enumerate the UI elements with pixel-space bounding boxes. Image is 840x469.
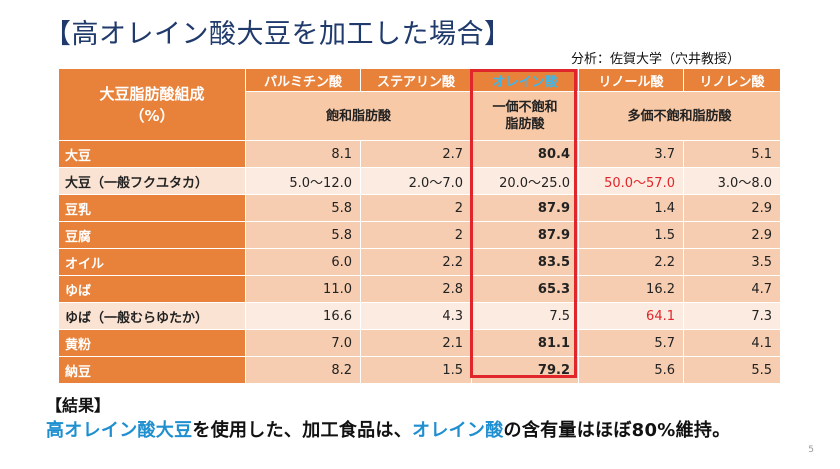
table-cell: 2	[360, 194, 472, 222]
row-label: 大豆	[58, 140, 246, 168]
table-cell: 2	[360, 221, 472, 249]
table-cell: 3.7	[578, 140, 684, 168]
table-row: 豆乳 5.8 2 87.9 1.4 2.9	[58, 194, 781, 222]
table-cell: 65.3	[471, 275, 579, 303]
table-cell: 8.2	[245, 356, 361, 384]
table-cell: 16.2	[578, 275, 684, 303]
category-mono-line1: 一価不飽和	[492, 100, 558, 115]
row-label: ゆば	[58, 275, 246, 303]
table-cell: 64.1	[578, 302, 684, 330]
row-label: ゆば（一般むらゆたか）	[58, 302, 246, 330]
table-row: 黄粉 7.0 2.1 81.1 5.7 4.1	[58, 329, 781, 357]
category-mono-line2: 脂肪酸	[505, 117, 545, 132]
table-cell: 5.7	[578, 329, 684, 357]
table-cell: 83.5	[471, 248, 579, 276]
table-cell: 3.0〜8.0	[683, 167, 781, 195]
slide-title: 【高オレイン酸大豆を加工した場合】	[44, 19, 512, 50]
result-text: 高オレイン酸大豆を使用した、加工食品は、オレイン酸の含有量はほぼ80%維持。	[46, 416, 731, 442]
table-cell: 2.9	[683, 221, 781, 249]
table-row: 納豆 8.2 1.5 79.2 5.6 5.5	[58, 356, 781, 384]
table-corner-label: 大豆脂肪酸組成 （%）	[58, 68, 246, 141]
table-cell: 2.1	[360, 329, 472, 357]
table-cell: 2.8	[360, 275, 472, 303]
fatty-acid-table: 大豆脂肪酸組成 （%） パルミチン酸 ステアリン酸 オレイン酸 リノール酸 リノ…	[58, 68, 781, 384]
table-cell: 80.4	[471, 140, 579, 168]
header-linolenic: リノレン酸	[683, 68, 781, 92]
page-number: 5	[808, 445, 814, 455]
table-cell: 5.0〜12.0	[245, 167, 361, 195]
table-cell: 87.9	[471, 221, 579, 249]
header-oleic: オレイン酸	[471, 68, 579, 92]
table-cell: 16.6	[245, 302, 361, 330]
row-label: 黄粉	[58, 329, 246, 357]
table-cell: 5.8	[245, 221, 361, 249]
result-part3: オレイン酸	[412, 420, 504, 441]
header-stearic: ステアリン酸	[360, 68, 472, 92]
corner-label-line1: 大豆脂肪酸組成	[99, 84, 205, 103]
table-cell: 7.3	[683, 302, 781, 330]
category-saturated: 飽和脂肪酸	[245, 91, 472, 141]
category-polyunsaturated: 多価不飽和脂肪酸	[578, 91, 781, 141]
table-row: ゆば（一般むらゆたか） 16.6 4.3 7.5 64.1 7.3	[58, 302, 781, 330]
table-cell: 11.0	[245, 275, 361, 303]
table-cell: 8.1	[245, 140, 361, 168]
row-label: 納豆	[58, 356, 246, 384]
table-cell: 5.5	[683, 356, 781, 384]
table-cell: 3.5	[683, 248, 781, 276]
table-cell: 6.0	[245, 248, 361, 276]
table-cell: 4.3	[360, 302, 472, 330]
table-cell: 2.2	[360, 248, 472, 276]
table-row: 豆腐 5.8 2 87.9 1.5 2.9	[58, 221, 781, 249]
table-cell: 5.8	[245, 194, 361, 222]
table-cell: 50.0〜57.0	[578, 167, 684, 195]
row-label: オイル	[58, 248, 246, 276]
table-cell: 2.9	[683, 194, 781, 222]
table-cell: 7.5	[471, 302, 579, 330]
table-cell: 20.0〜25.0	[471, 167, 579, 195]
table-cell: 2.0〜7.0	[360, 167, 472, 195]
table-cell: 79.2	[471, 356, 579, 384]
table-cell: 1.4	[578, 194, 684, 222]
table-cell: 1.5	[578, 221, 684, 249]
row-label: 豆乳	[58, 194, 246, 222]
row-label: 大豆（一般フクユタカ）	[58, 167, 246, 195]
result-part4: の含有量はほぼ80%維持。	[503, 420, 731, 441]
source-credit: 分析：佐賀大学（穴井教授）	[571, 52, 741, 67]
row-label: 豆腐	[58, 221, 246, 249]
result-part2: を使用した、加工食品は、	[192, 420, 413, 441]
header-palmitic: パルミチン酸	[245, 68, 361, 92]
table-cell: 1.5	[360, 356, 472, 384]
result-heading: 【結果】	[46, 396, 111, 415]
header-linoleic: リノール酸	[578, 68, 684, 92]
table-row: 大豆（一般フクユタカ） 5.0〜12.0 2.0〜7.0 20.0〜25.0 50.0〜…	[58, 167, 781, 195]
table-cell: 2.2	[578, 248, 684, 276]
table-row: オイル 6.0 2.2 83.5 2.2 3.5	[58, 248, 781, 276]
table-cell: 7.0	[245, 329, 361, 357]
table-cell: 81.1	[471, 329, 579, 357]
table-cell: 4.7	[683, 275, 781, 303]
table-row: 大豆 8.1 2.7 80.4 3.7 5.1	[58, 140, 781, 168]
category-monounsaturated: 一価不飽和 脂肪酸	[471, 91, 579, 141]
table-cell: 4.1	[683, 329, 781, 357]
table-cell: 2.7	[360, 140, 472, 168]
table-cell: 5.1	[683, 140, 781, 168]
result-part1: 高オレイン酸大豆	[46, 420, 193, 441]
table-cell: 87.9	[471, 194, 579, 222]
table-row: ゆば 11.0 2.8 65.3 16.2 4.7	[58, 275, 781, 303]
corner-label-line2: （%）	[129, 106, 175, 125]
table-cell: 5.6	[578, 356, 684, 384]
